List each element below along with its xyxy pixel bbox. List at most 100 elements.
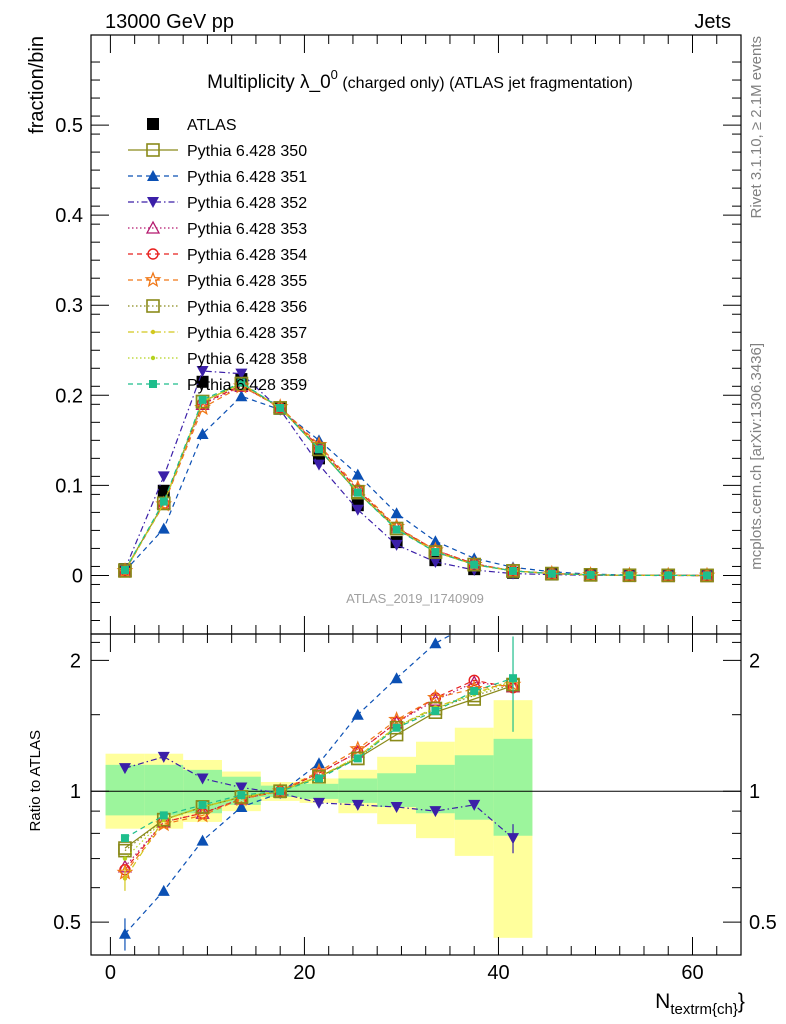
main-point (235, 390, 248, 402)
ratio-point (427, 689, 444, 705)
ratio-ytick-label-right: 2 (749, 650, 760, 672)
ratio-band-inner (144, 764, 184, 816)
legend-label: Pythia 6.428 351 (187, 169, 307, 186)
main-series-line (124, 384, 708, 577)
legend-label: Pythia 6.428 358 (187, 351, 307, 368)
main-point (198, 395, 207, 404)
ratio-point (312, 769, 326, 784)
ratio-series-9 (120, 636, 518, 843)
ratio-point (122, 876, 128, 881)
main-point (625, 571, 634, 580)
main-point (314, 445, 323, 454)
legend-label: Pythia 6.428 359 (187, 377, 307, 394)
main-point (547, 569, 556, 578)
ratio-point (237, 791, 246, 800)
main-point (703, 571, 712, 580)
main-point (429, 556, 442, 568)
main-point (390, 507, 403, 519)
legend-marker (147, 170, 159, 181)
main-point (390, 539, 403, 551)
xtick-label: 0 (105, 962, 116, 984)
ratio-panel: 0.5 0.51 12 20 20 40 60 Ratio to ATLAS (27, 633, 777, 984)
ratio-point (159, 811, 168, 820)
main-title-sup: 0 (331, 67, 338, 82)
main-point (196, 365, 209, 377)
ratio-point (468, 674, 480, 686)
ratio-point (118, 927, 131, 939)
ratio-point (312, 757, 325, 769)
x-axis-label-sub: textrm{ch} (670, 1001, 738, 1018)
ratio-point (507, 833, 520, 845)
mcplots-side-label: mcplots.cern.ch [arXiv:1306.3436] (748, 343, 765, 570)
legend-label: Pythia 6.428 352 (187, 195, 307, 212)
legend-marker (147, 118, 159, 130)
legend-marker (147, 197, 159, 208)
main-series-2 (118, 390, 714, 581)
legend-marker (146, 143, 160, 157)
ratio-point (429, 637, 442, 649)
main-point (509, 566, 518, 575)
main-point (351, 468, 364, 480)
legend-marker (150, 329, 156, 335)
ratio-point (235, 782, 248, 794)
legend-entry-3: Pythia 6.428 352 (128, 195, 307, 212)
main-point (195, 396, 210, 410)
x-axis-label: Ntextrm{ch}} (655, 990, 745, 1018)
main-point (118, 564, 132, 578)
main-point (120, 566, 129, 575)
main-point (194, 399, 211, 416)
ratio-series-line (124, 677, 514, 839)
legend-label: Pythia 6.428 357 (187, 325, 307, 342)
ratio-y-axis-label: Ratio to ATLAS (27, 730, 44, 831)
legend-label: ATLAS (187, 117, 237, 134)
main-point (195, 394, 210, 409)
main-point (392, 525, 401, 534)
ratio-point (468, 799, 481, 811)
ratio-band-inner (493, 738, 533, 836)
legend-entry-10: Pythia 6.428 359 (128, 377, 307, 394)
main-title-sub: (charged only) (ATLAS jet fragmentation) (338, 75, 633, 92)
ratio-ytick-label: 2 (70, 650, 81, 672)
legend-entry-4: Pythia 6.428 353 (128, 220, 307, 238)
main-point (467, 557, 482, 572)
ratio-point (312, 797, 325, 809)
legend-label: Pythia 6.428 356 (187, 299, 307, 316)
main-point (312, 442, 326, 457)
main-point (586, 570, 595, 579)
ratio-point (390, 672, 403, 684)
main-series-9 (122, 381, 710, 578)
legend-entry-7: Pythia 6.428 356 (128, 299, 307, 316)
legend-label: Pythia 6.428 350 (187, 143, 307, 160)
main-point (351, 504, 364, 516)
ratio-point (120, 834, 129, 843)
ratio-point (470, 687, 479, 696)
main-point (389, 521, 404, 536)
x-axis-label-close: } (738, 990, 745, 1013)
legend-label: Pythia 6.428 353 (187, 221, 307, 238)
main-series-line (124, 385, 708, 577)
ratio-point (198, 800, 207, 809)
legend-entry-0: ATLAS (147, 117, 237, 134)
main-ytick-label: 0 (72, 565, 83, 587)
energy-label: 13000 GeV pp (105, 11, 234, 33)
main-series-4 (117, 378, 715, 582)
ratio-point (389, 720, 404, 735)
ratio-point (155, 815, 173, 832)
xtick-label: 40 (487, 962, 509, 984)
ratio-point (196, 773, 209, 785)
main-series-line (124, 382, 708, 577)
legend-entry-9: Pythia 6.428 358 (128, 351, 307, 368)
main-series-line (124, 385, 708, 577)
main-point (235, 368, 248, 380)
legend: ATLAS Pythia 6.428 350 Pythia 6.428 351 Pyt… (128, 117, 307, 394)
main-ytick-label: 0.3 (55, 295, 83, 317)
main-point (159, 497, 168, 506)
main-point (196, 428, 209, 440)
main-series-10 (120, 378, 712, 580)
xtick-label: 20 (293, 962, 315, 984)
legend-entry-1: Pythia 6.428 350 (128, 143, 307, 160)
analysis-id-label: ATLAS_2019_I1740909 (346, 591, 484, 606)
rivet-side-label: Rivet 3.1.10, ≥ 2.1M events (748, 36, 765, 219)
ratio-point (122, 856, 128, 861)
ratio-point (392, 723, 401, 732)
